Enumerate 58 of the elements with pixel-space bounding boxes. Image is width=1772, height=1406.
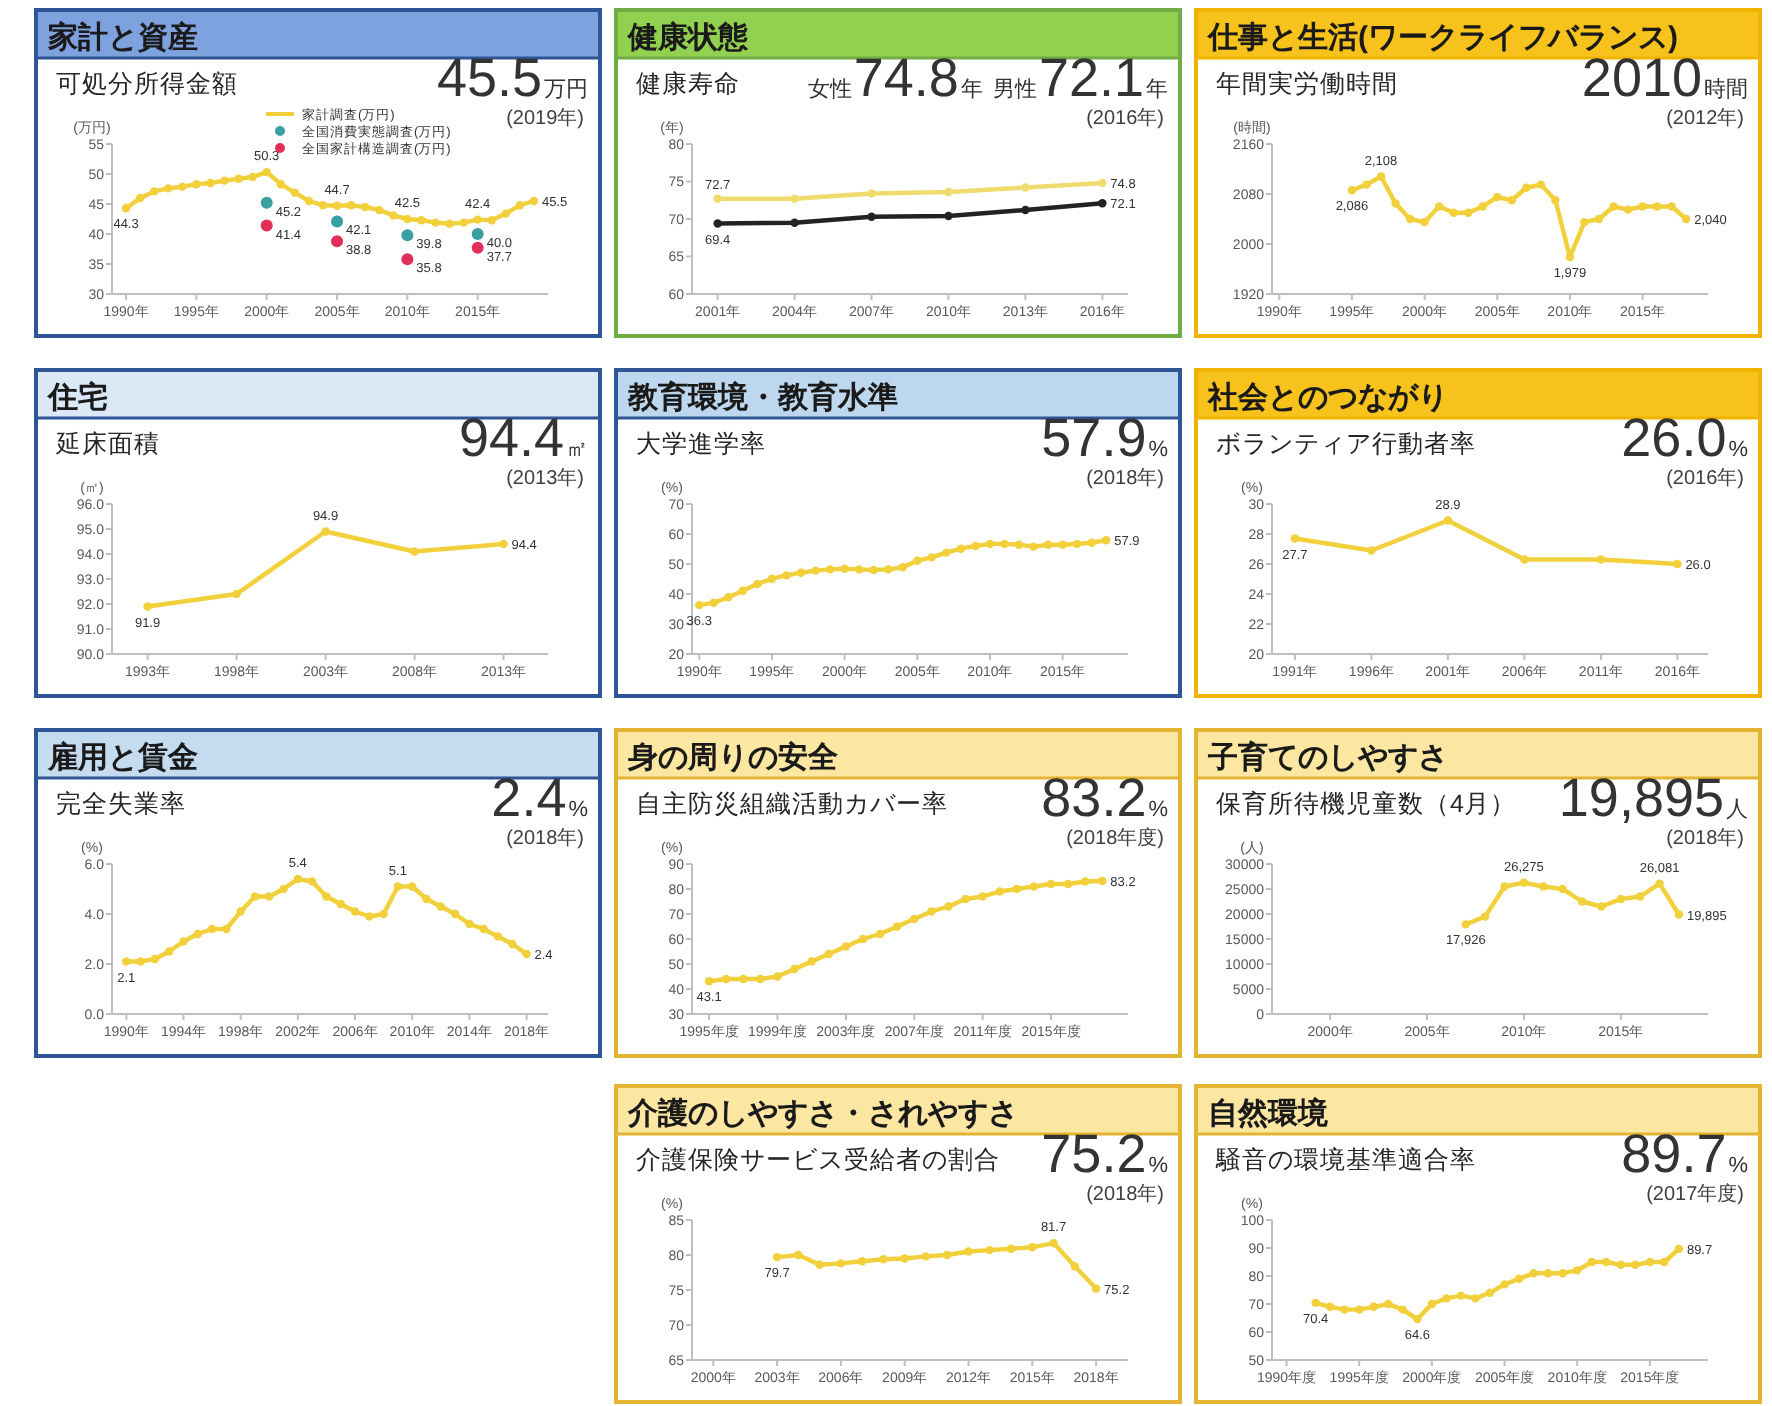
annotation: 人 xyxy=(1726,798,1748,822)
title: 子育てのしやすさ xyxy=(1208,741,1448,775)
annotation: 26.0 xyxy=(1621,408,1727,468)
title: 自然環境 xyxy=(1208,1097,1328,1131)
title: 仕事と生活(ワークライフバランス) xyxy=(1208,21,1678,55)
title: 雇用と賃金 xyxy=(48,741,198,775)
annotation: 89.7 xyxy=(1621,1124,1727,1184)
title: 健康状態 xyxy=(628,21,748,55)
subtitle: 可処分所得金額 xyxy=(56,70,238,98)
annotation: 72.1 xyxy=(1038,48,1144,108)
annotation: 万円 xyxy=(544,78,588,102)
annotation: (2016年) xyxy=(1666,468,1744,490)
annotation: 年 xyxy=(1146,78,1168,102)
annotation: (2016年) xyxy=(1086,108,1164,130)
annotation: % xyxy=(1148,798,1168,822)
subtitle: 大学進学率 xyxy=(636,430,766,458)
annotation: % xyxy=(1148,1154,1168,1178)
annotation: 2.4 xyxy=(491,768,567,828)
annotation: % xyxy=(1728,1154,1748,1178)
annotation: (2018年) xyxy=(1086,468,1164,490)
annotation: (2018年) xyxy=(506,828,584,850)
subtitle: 完全失業率 xyxy=(56,790,186,818)
annotation: 時間 xyxy=(1704,78,1748,102)
annotation: % xyxy=(568,798,588,822)
subtitle: 延床面積 xyxy=(56,430,160,458)
annotation: 19,895 xyxy=(1558,768,1724,828)
annotation: % xyxy=(1148,438,1168,462)
title: 社会とのつながり xyxy=(1208,381,1448,415)
annotation: (2012年) xyxy=(1666,108,1744,130)
annotation: 女性 xyxy=(807,78,852,102)
annotation: (2019年) xyxy=(506,108,584,130)
annotation: 57.9 xyxy=(1041,408,1147,468)
title: 教育環境・教育水準 xyxy=(628,381,898,415)
annotation: 45.5 xyxy=(436,48,542,108)
annotation: % xyxy=(1728,438,1748,462)
annotation: 男性 xyxy=(992,78,1037,102)
subtitle: 健康寿命 xyxy=(636,70,740,98)
title: 介護のしやすさ・されやすさ xyxy=(628,1097,1018,1131)
annotation: 74.8 xyxy=(853,48,959,108)
title: 家計と資産 xyxy=(48,21,198,55)
annotation: (2017年度) xyxy=(1646,1184,1744,1206)
annotation: (2013年) xyxy=(506,468,584,490)
annotation: (2018年度) xyxy=(1066,828,1164,850)
title: 身の周りの安全 xyxy=(628,741,838,775)
annotation: (2018年) xyxy=(1666,828,1744,850)
title: 住宅 xyxy=(48,381,108,415)
subtitle: 介護保険サービス受給者の割合 xyxy=(636,1146,1000,1174)
subtitle: 自主防災組織活動カバー率 xyxy=(636,790,948,818)
annotation: ㎡ xyxy=(566,438,588,462)
subtitle: ボランティア行動者率 xyxy=(1216,430,1476,458)
annotation: (2018年) xyxy=(1086,1184,1164,1206)
annotation: 94.4 xyxy=(458,408,564,468)
subtitle: 年間実労働時間 xyxy=(1216,70,1398,98)
annotation: 年 xyxy=(960,78,983,102)
annotation: 75.2 xyxy=(1041,1124,1147,1184)
subtitle: 騒音の環境基準適合率 xyxy=(1216,1146,1476,1174)
subtitle: 保育所待機児童数（4月） xyxy=(1216,790,1516,818)
annotation: 83.2 xyxy=(1041,768,1147,828)
